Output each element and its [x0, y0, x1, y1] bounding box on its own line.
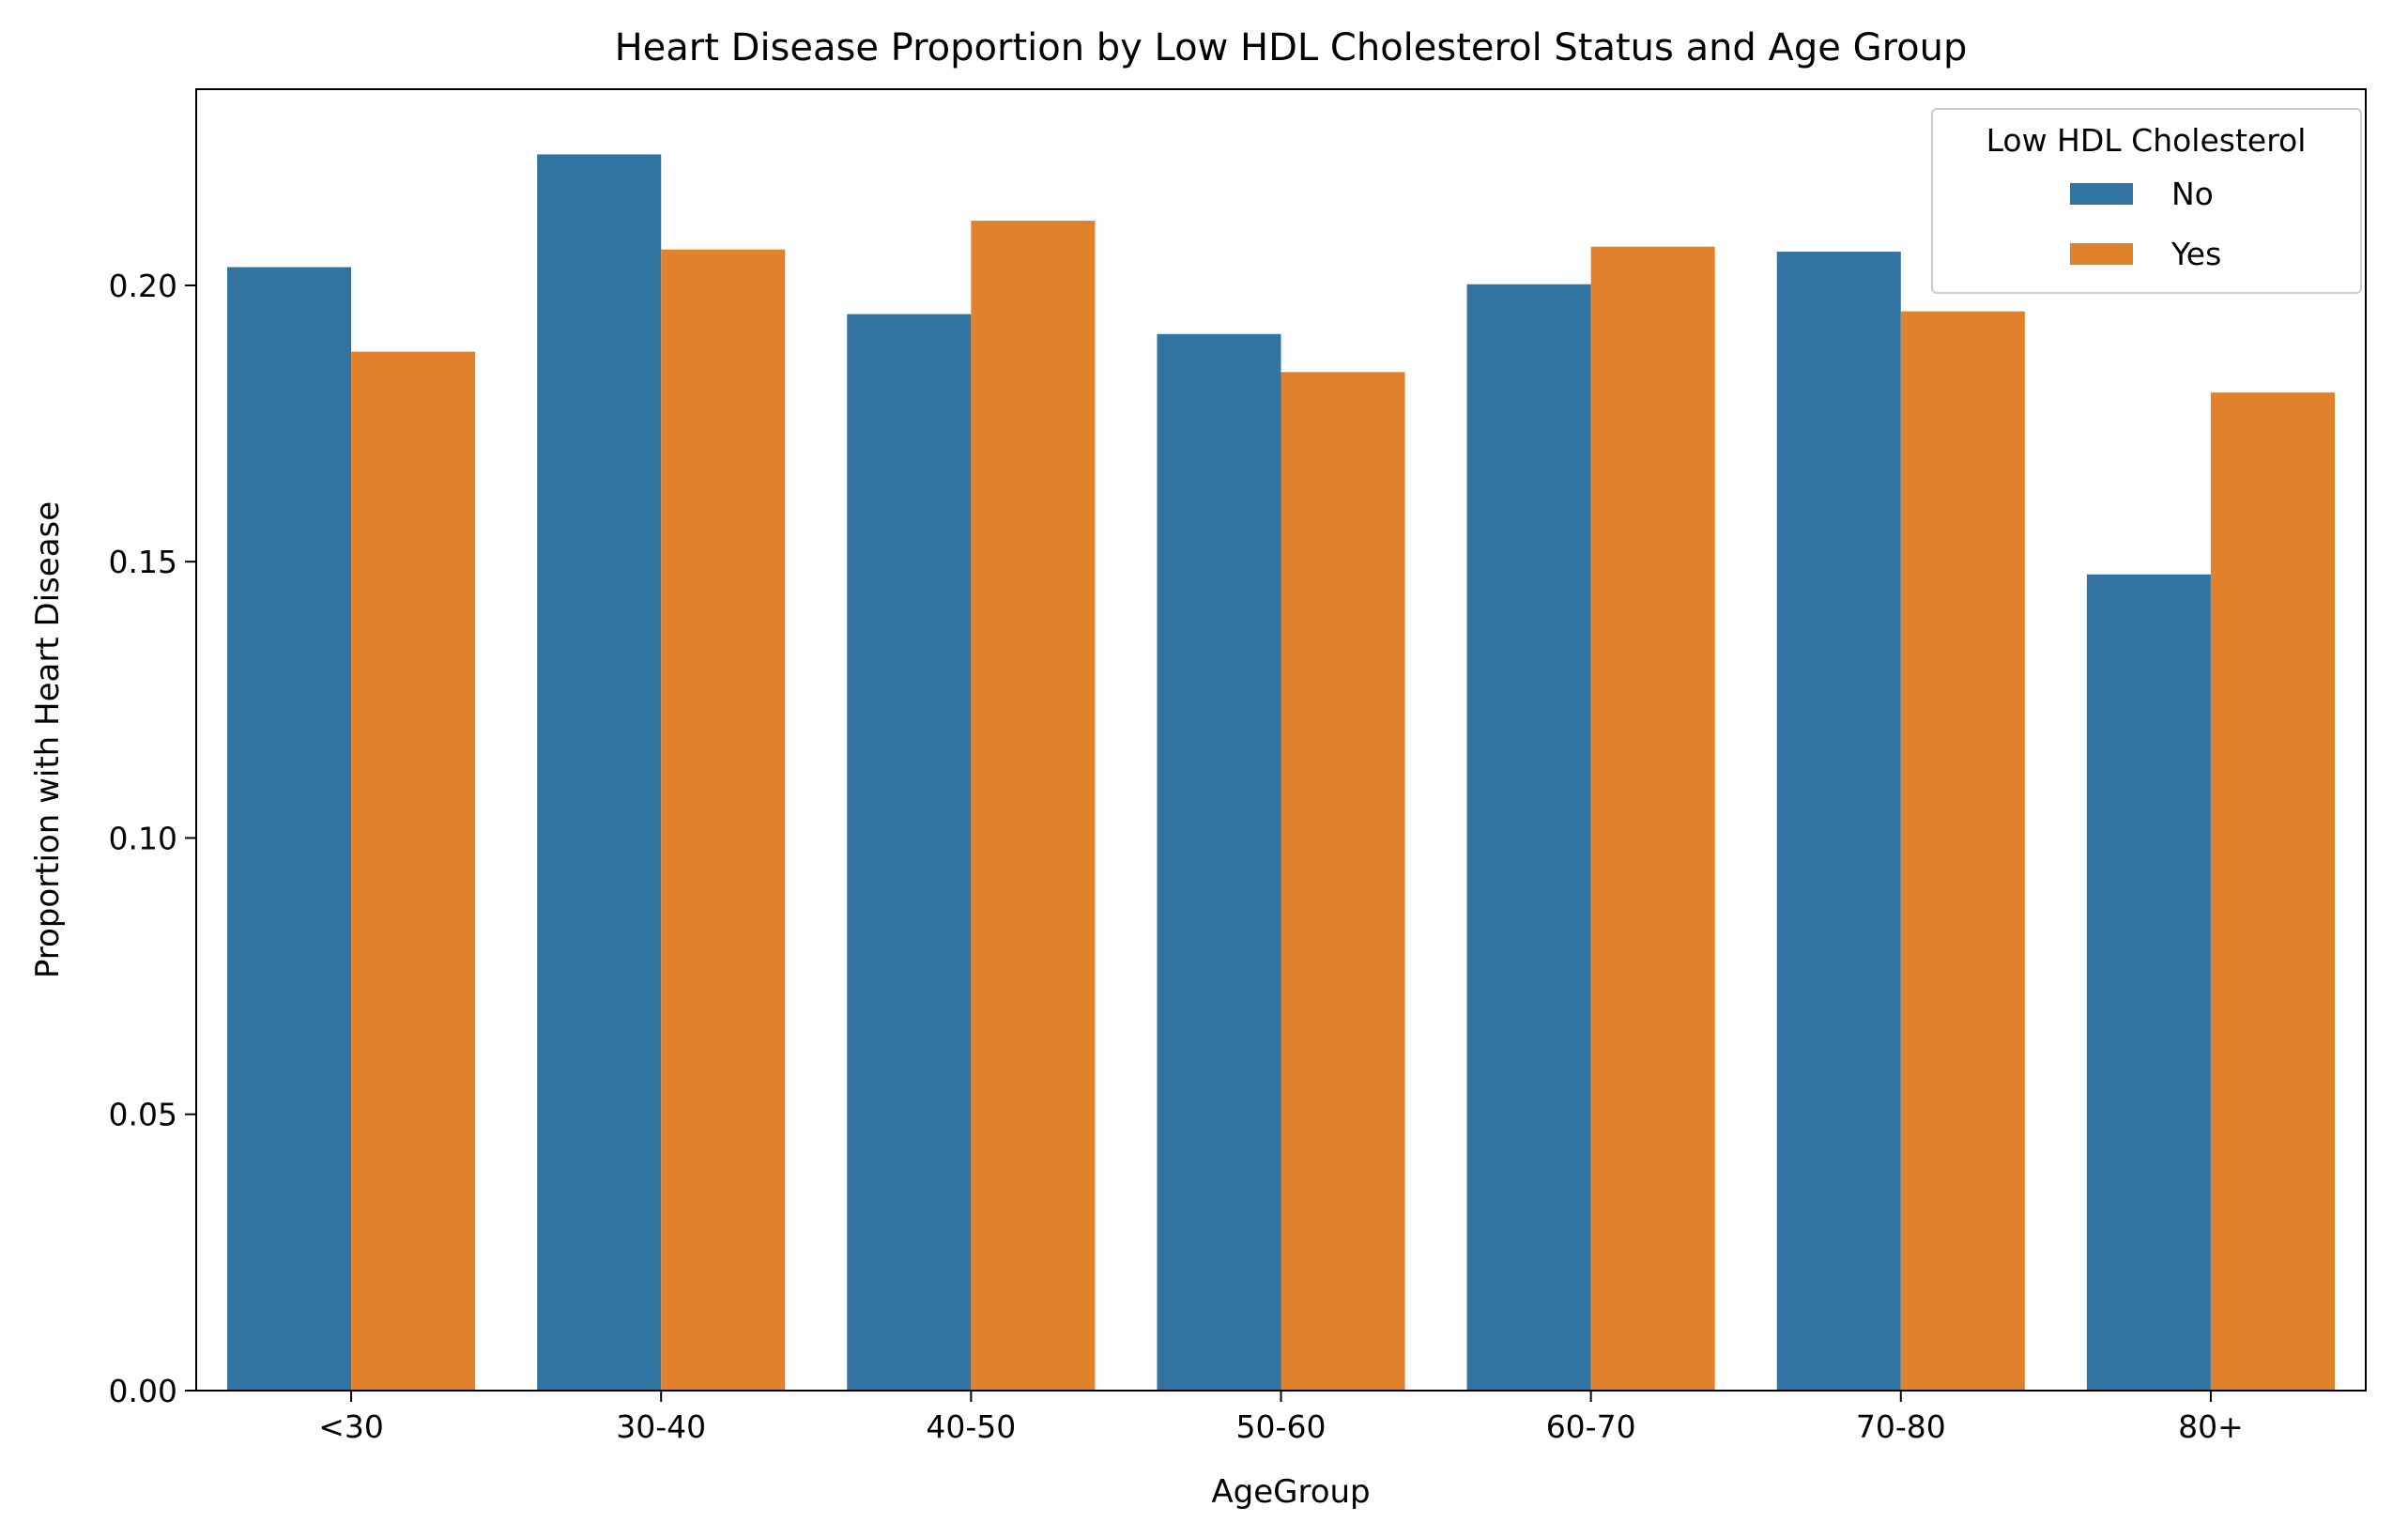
- bar-yes-2: [971, 221, 1096, 1392]
- legend-swatch-no: [2070, 183, 2133, 205]
- legend-label-no: No: [2171, 176, 2214, 212]
- bars-group: [227, 154, 2335, 1392]
- chart-title: Heart Disease Proportion by Low HDL Chol…: [615, 26, 1968, 69]
- y-tick-label: 0.10: [109, 820, 177, 856]
- x-tick-label: 70-80: [1856, 1408, 1946, 1445]
- bar-no-5: [1776, 252, 1901, 1391]
- y-axis-label: Proportion with Heart Disease: [29, 501, 67, 978]
- plot-frame: [195, 88, 2367, 1392]
- x-axis: <30 30-40 40-50 50-60 60-70 70-80 80+: [318, 1391, 2244, 1445]
- legend-label-yes: Yes: [2170, 236, 2221, 272]
- x-tick-label: <30: [318, 1408, 384, 1445]
- x-tick-label: 80+: [2178, 1408, 2244, 1445]
- x-tick-label: 40-50: [926, 1408, 1016, 1445]
- bar-yes-5: [1900, 311, 2025, 1392]
- legend: Low HDL Cholesterol No Yes: [1931, 108, 2362, 294]
- x-tick-label: 50-60: [1236, 1408, 1327, 1445]
- y-tick-label: 0.20: [109, 268, 177, 304]
- bar-no-0: [227, 267, 352, 1391]
- y-tick-label: 0.00: [109, 1373, 177, 1409]
- bar-yes-3: [1281, 372, 1405, 1391]
- bar-no-3: [1157, 333, 1281, 1392]
- y-tick-label: 0.15: [109, 544, 177, 580]
- bar-yes-6: [2210, 392, 2335, 1392]
- bar-no-4: [1466, 284, 1591, 1391]
- y-axis: 0.00 0.05 0.10 0.15 0.20: [109, 268, 196, 1409]
- bar-yes-4: [1590, 246, 1715, 1392]
- x-axis-label: AgeGroup: [1211, 1473, 1370, 1511]
- x-tick-label: 60-70: [1546, 1408, 1636, 1445]
- bar-yes-1: [661, 249, 786, 1391]
- legend-box: [1931, 108, 2362, 294]
- bar-no-1: [537, 154, 662, 1391]
- bar-no-2: [847, 314, 972, 1392]
- bar-no-6: [2086, 574, 2211, 1391]
- legend-swatch-yes: [2070, 243, 2133, 265]
- legend-title: Low HDL Cholesterol: [1986, 122, 2307, 159]
- y-tick-label: 0.05: [109, 1097, 177, 1133]
- bar-yes-0: [351, 351, 476, 1391]
- x-tick-label: 30-40: [616, 1408, 706, 1445]
